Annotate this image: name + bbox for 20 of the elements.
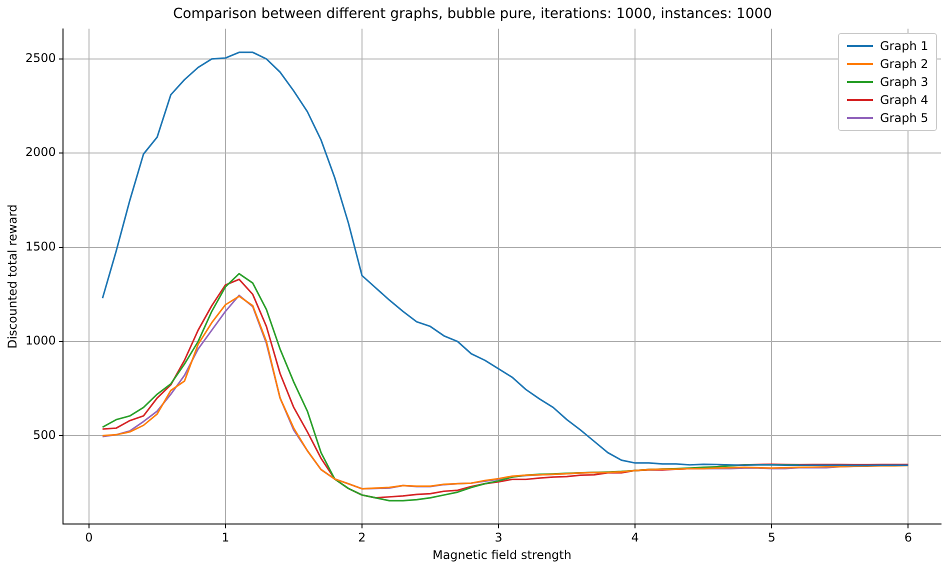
y-tick-label: 1000 — [25, 334, 56, 348]
y-tick-label: 2500 — [25, 51, 56, 66]
x-tick-label: 4 — [631, 530, 639, 545]
chart-title: Comparison between different graphs, bubble pure, iterations: 1000, instances: 1000 — [172, 6, 772, 22]
y-tick-label: 2000 — [25, 145, 56, 160]
y-axis-title: Discounted total reward — [5, 204, 20, 349]
legend-label: Graph 4 — [880, 92, 928, 107]
x-tick-label: 5 — [768, 530, 776, 545]
x-tick-label: 6 — [904, 530, 912, 545]
x-tick-label: 2 — [358, 530, 366, 545]
y-tick-label: 1500 — [25, 239, 56, 254]
x-tick-label: 0 — [85, 530, 93, 545]
x-axis-title: Magnetic field strength — [432, 548, 572, 562]
legend-label: Graph 3 — [880, 74, 928, 89]
legend-label: Graph 2 — [880, 56, 928, 71]
y-tick-label: 500 — [33, 428, 56, 442]
legend-label: Graph 1 — [880, 38, 928, 53]
x-tick-label: 1 — [222, 530, 230, 545]
legend-label: Graph 5 — [880, 110, 928, 125]
x-tick-label: 3 — [494, 530, 502, 545]
